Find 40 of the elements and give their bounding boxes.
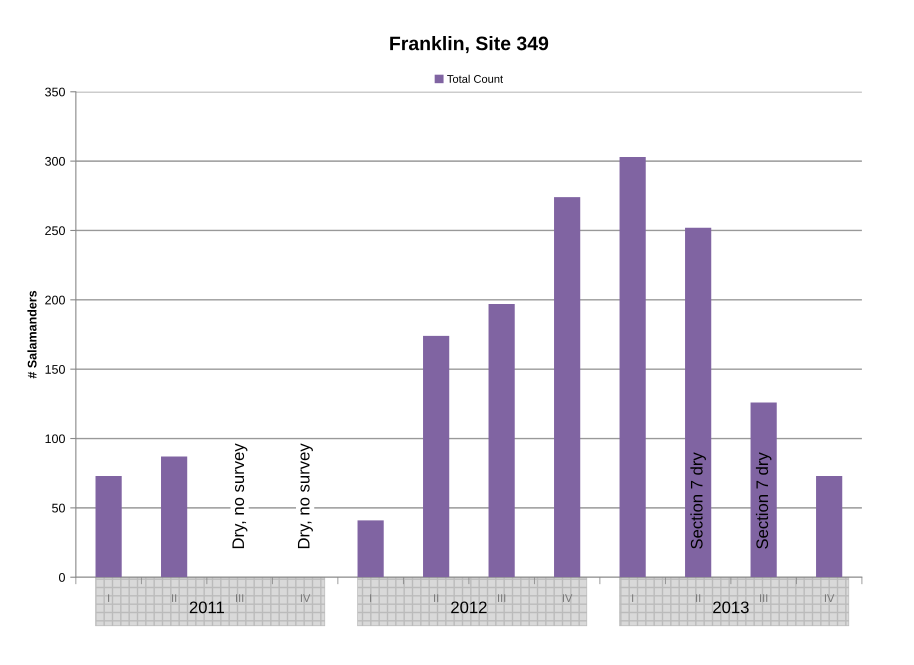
x-tick-label: II xyxy=(696,594,700,602)
y-tick-label: 0 xyxy=(58,573,65,582)
text: 2011 xyxy=(190,601,224,614)
data-label: Section 7 dry xyxy=(756,452,772,549)
x-tick-label: IV xyxy=(562,594,572,602)
text: 2012 xyxy=(451,601,487,614)
text: Dry, no survey xyxy=(232,443,248,548)
x-tick-label: I xyxy=(632,594,634,602)
y-axis-title: # Salamanders xyxy=(27,290,37,378)
bar xyxy=(488,304,515,578)
x-tick-label: III xyxy=(498,594,506,602)
text: 2013 xyxy=(713,601,749,614)
x-tick-label: II xyxy=(434,594,438,602)
text: Dry, no survey xyxy=(298,443,313,548)
x-tick-label: IV xyxy=(300,594,310,602)
bar xyxy=(816,476,842,578)
bar xyxy=(161,456,188,578)
x-tick-label: IV xyxy=(824,594,834,602)
y-tick-label: 50 xyxy=(52,504,65,513)
y-tick-label: 350 xyxy=(45,88,65,96)
x-tick-label: III xyxy=(760,594,768,602)
bar xyxy=(96,476,122,578)
x-tick-label: I xyxy=(108,594,110,602)
bar xyxy=(685,228,712,578)
y-tick-label: 200 xyxy=(45,296,65,304)
x-tick-label: III xyxy=(236,594,244,602)
x-tick-label: II xyxy=(172,594,176,602)
bar xyxy=(358,520,384,578)
x-tick-label: I xyxy=(370,594,372,602)
legend-label: Total Count xyxy=(447,74,504,83)
y-tick-label: 150 xyxy=(46,364,65,374)
data-label: Section 7 dry xyxy=(690,452,706,549)
y-tick-label: 250 xyxy=(45,226,65,236)
chart-title: Franklin, Site 349 xyxy=(390,36,548,54)
bar xyxy=(620,156,646,578)
bar xyxy=(554,197,580,578)
y-tick-label: 100 xyxy=(46,434,65,444)
bar xyxy=(750,402,777,578)
bar xyxy=(423,336,450,578)
y-tick-label: 300 xyxy=(45,156,65,166)
